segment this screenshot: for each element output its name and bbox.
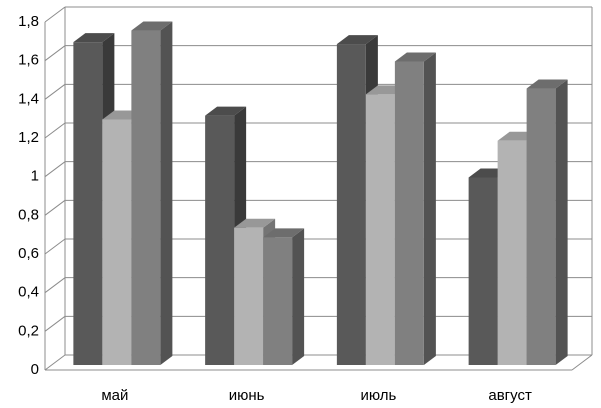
bar: [131, 30, 161, 366]
bar: [205, 115, 235, 365]
grid-line: [44, 277, 66, 294]
floor-edge: [571, 354, 593, 371]
bar: [73, 42, 103, 366]
y-tick-label: 1,2: [18, 129, 39, 146]
grid-line: [44, 6, 66, 23]
y-tick-label: 1,8: [18, 13, 39, 30]
bar-side: [423, 52, 436, 365]
y-tick-label: 0,8: [18, 206, 39, 223]
bar-top: [73, 33, 115, 43]
grid-line: [44, 122, 66, 139]
bar-top: [131, 21, 173, 31]
bar-top: [526, 79, 568, 89]
bar-top: [336, 35, 378, 45]
y-tick-label: 0: [31, 361, 39, 378]
y-tick-label: 0,2: [18, 322, 39, 339]
bar-side: [160, 21, 173, 366]
bar-top: [234, 218, 276, 228]
x-tick-label: май: [101, 387, 128, 404]
bar: [526, 88, 556, 366]
bar: [497, 140, 527, 365]
bar-top: [263, 228, 305, 238]
bar: [102, 119, 132, 365]
bar: [234, 227, 264, 365]
grid-line: [44, 354, 66, 371]
grid-line: [44, 238, 66, 255]
y-tick-label: 0,4: [18, 284, 39, 301]
grid-line: [44, 199, 66, 216]
y-tick-label: 1,4: [18, 90, 39, 107]
bar-top: [205, 106, 247, 116]
bar: [394, 61, 424, 365]
y-tick-label: 1: [31, 168, 39, 185]
bar-top: [394, 52, 436, 62]
y-tick-label: 0,6: [18, 245, 39, 262]
bar: [263, 237, 293, 365]
bar: [336, 44, 366, 366]
grid-line: [44, 315, 66, 332]
bar-side: [555, 79, 568, 366]
y-tick-label: 1,6: [18, 52, 39, 69]
grid-line: [44, 161, 66, 178]
x-tick-label: июль: [360, 387, 396, 404]
grid-line: [44, 83, 66, 100]
bar: [365, 94, 395, 365]
bar-side: [292, 228, 305, 365]
x-tick-label: август: [488, 387, 532, 404]
x-tick-label: июнь: [229, 387, 265, 404]
bar: [468, 177, 498, 365]
grid-line: [44, 45, 66, 62]
